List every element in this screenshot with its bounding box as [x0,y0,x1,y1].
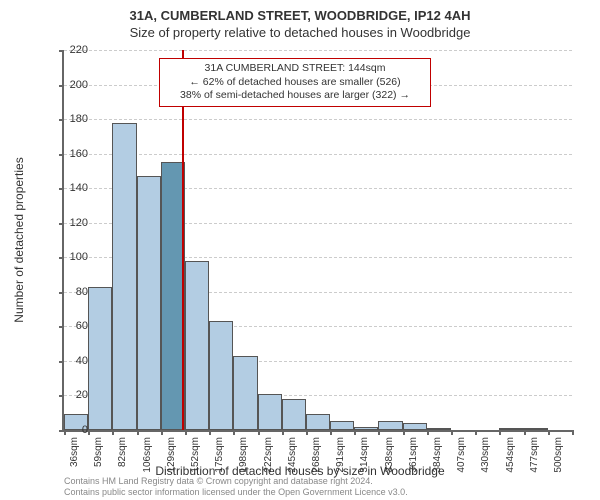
y-tick-label: 60 [58,320,88,332]
chart-bar [378,421,402,430]
chart-bar [524,428,548,430]
x-tick-label: 129sqm [166,437,177,473]
x-tick [354,430,356,435]
x-tick [475,430,477,435]
x-tick [548,430,550,435]
x-tick-label: 454sqm [505,437,516,473]
y-tick-label: 0 [58,424,88,436]
x-tick [499,430,501,435]
y-tick-label: 80 [58,286,88,298]
x-tick-label: 407sqm [456,437,467,473]
x-tick-label: 291sqm [335,437,346,473]
y-tick-label: 120 [58,217,88,229]
attribution-line: Contains public sector information licen… [64,487,408,498]
y-tick-label: 200 [58,79,88,91]
x-tick [209,430,211,435]
x-tick [403,430,405,435]
x-tick-label: 268sqm [311,437,322,473]
x-tick [185,430,187,435]
annotation-line: 38% of semi-detached houses are larger (… [166,89,424,103]
x-tick [306,430,308,435]
x-tick [282,430,284,435]
grid-line [64,50,572,51]
x-tick [572,430,574,435]
x-tick-label: 245sqm [287,437,298,473]
x-tick-label: 430sqm [480,437,491,473]
y-tick-label: 40 [58,355,88,367]
attribution-line: Contains HM Land Registry data © Crown c… [64,476,408,487]
attribution-text: Contains HM Land Registry data © Crown c… [64,476,408,498]
x-tick [161,430,163,435]
chart-bar [137,176,161,430]
y-axis-label: Number of detached properties [12,157,26,322]
x-tick [137,430,139,435]
chart-bar [112,123,136,430]
x-tick [258,430,260,435]
x-tick-label: 82sqm [117,437,128,467]
x-tick [112,430,114,435]
x-tick-label: 384sqm [432,437,443,473]
x-tick-label: 59sqm [93,437,104,467]
x-tick-label: 175sqm [214,437,225,473]
x-tick-label: 500sqm [553,437,564,473]
y-tick-label: 20 [58,389,88,401]
chart-bar [330,421,354,430]
chart-bar [258,394,282,430]
y-tick-label: 100 [58,251,88,263]
x-tick-label: 36sqm [69,437,80,467]
grid-line [64,119,572,120]
x-tick [233,430,235,435]
annotation-line: 31A CUMBERLAND STREET: 144sqm [166,62,424,76]
page-title: 31A, CUMBERLAND STREET, WOODBRIDGE, IP12… [0,0,600,23]
x-tick [88,430,90,435]
x-tick-label: 314sqm [359,437,370,473]
chart-bar [88,287,112,430]
x-tick [330,430,332,435]
x-tick-label: 198sqm [238,437,249,473]
x-tick-label: 361sqm [408,437,419,473]
chart-bar [499,428,523,430]
chart-bar [354,427,378,430]
chart-bar [282,399,306,430]
y-tick-label: 140 [58,182,88,194]
x-tick [427,430,429,435]
reference-line [182,50,184,430]
page-subtitle: Size of property relative to detached ho… [0,23,600,40]
y-tick-label: 160 [58,148,88,160]
x-tick-label: 477sqm [529,437,540,473]
x-tick [524,430,526,435]
chart-bar [306,414,330,430]
x-tick-label: 106sqm [142,437,153,473]
x-tick [378,430,380,435]
chart-bar [185,261,209,430]
annotation-box: 31A CUMBERLAND STREET: 144sqm← 62% of de… [159,58,431,107]
x-tick [451,430,453,435]
y-tick-label: 220 [58,44,88,56]
y-tick-label: 180 [58,113,88,125]
annotation-line: ← 62% of detached houses are smaller (52… [166,76,424,90]
x-tick-label: 338sqm [384,437,395,473]
chart-plot-area: 31A CUMBERLAND STREET: 144sqm← 62% of de… [62,50,572,432]
chart-bar [427,428,451,430]
grid-line [64,154,572,155]
chart-bar [209,321,233,430]
chart-bar [403,423,427,430]
x-tick-label: 152sqm [190,437,201,473]
x-tick-label: 222sqm [263,437,274,473]
chart-bar [233,356,257,430]
